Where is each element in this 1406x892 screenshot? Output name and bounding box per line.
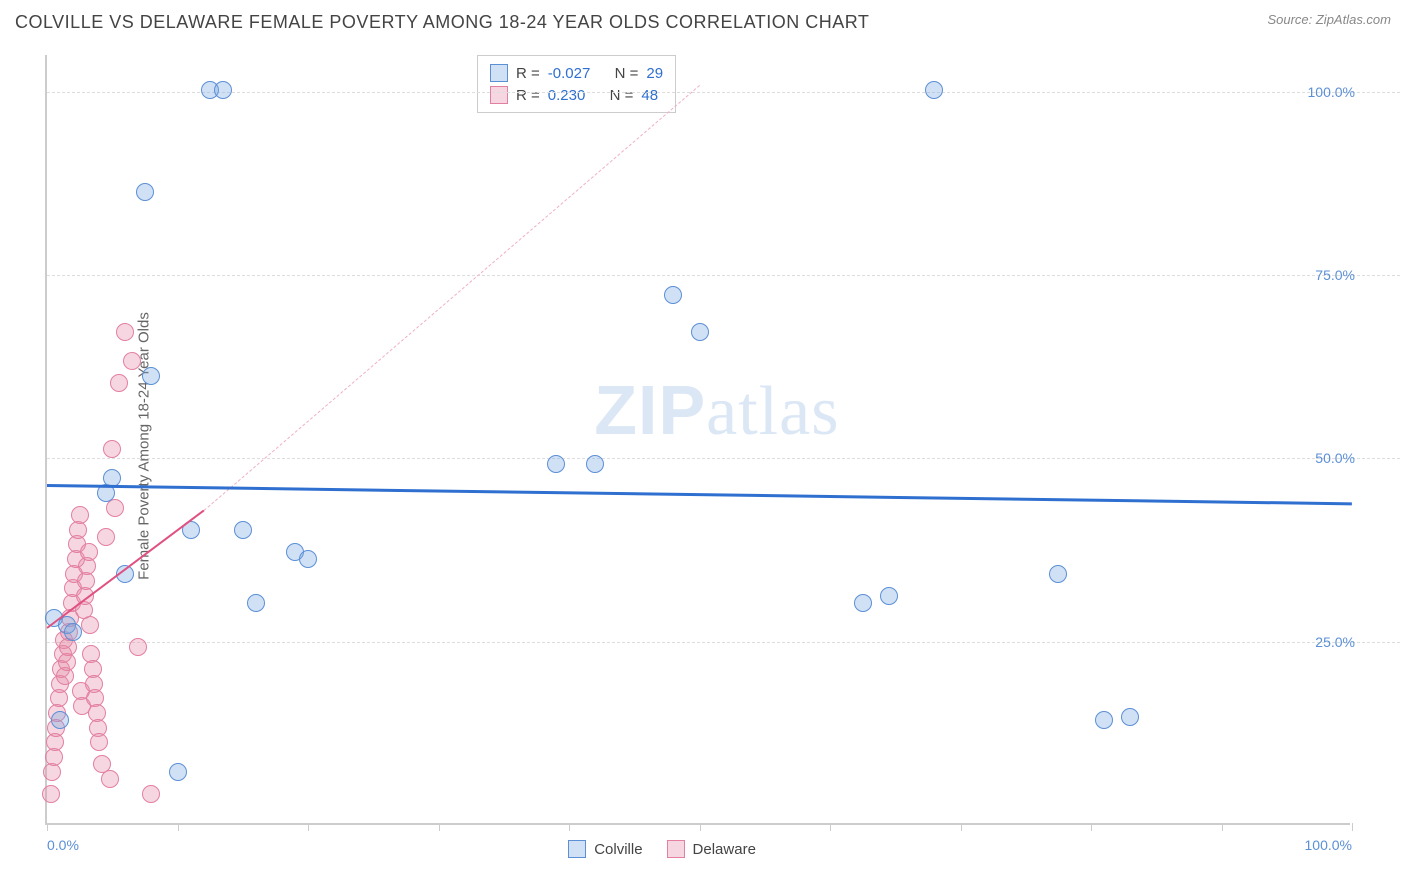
colville-n-value: 29 (646, 65, 663, 82)
delaware-point (101, 770, 119, 788)
x-tick-label: 0.0% (47, 837, 79, 853)
delaware-point (80, 543, 98, 561)
colville-point (547, 455, 565, 473)
gridline (47, 642, 1400, 643)
legend-row-colville: R = -0.027 N = 29 (490, 62, 663, 84)
colville-point (214, 81, 232, 99)
delaware-point (81, 616, 99, 634)
r-prefix-2: R = (516, 87, 540, 104)
delaware-point (116, 323, 134, 341)
colville-r-value: -0.027 (548, 65, 591, 82)
legend-row-delaware: R = 0.230 N = 48 (490, 84, 663, 106)
colville-point (234, 521, 252, 539)
colville-point (169, 763, 187, 781)
correlation-legend: R = -0.027 N = 29 R = 0.230 N = 48 (477, 55, 676, 113)
y-tick-label: 100.0% (1308, 84, 1355, 100)
colville-point (64, 623, 82, 641)
x-tick (961, 823, 962, 831)
delaware-point (110, 374, 128, 392)
colville-point (299, 550, 317, 568)
x-tick-label: 100.0% (1305, 837, 1352, 853)
colville-point (51, 711, 69, 729)
colville-swatch (490, 64, 508, 82)
legend-item-colville: Colville (568, 840, 642, 858)
colville-point (925, 81, 943, 99)
delaware-point (42, 785, 60, 803)
delaware-n-value: 48 (641, 87, 658, 104)
gridline (47, 92, 1400, 93)
delaware-swatch (490, 86, 508, 104)
n-prefix: N = (615, 65, 639, 82)
delaware-point (90, 733, 108, 751)
x-tick (47, 823, 48, 831)
gridline (47, 275, 1400, 276)
source-name: ZipAtlas.com (1316, 12, 1391, 27)
r-prefix: R = (516, 65, 540, 82)
delaware-label: Delaware (693, 841, 756, 858)
colville-point (664, 286, 682, 304)
watermark-light: atlas (706, 373, 839, 450)
n-prefix-2: N = (610, 87, 634, 104)
plot-area: ZIPatlas R = -0.027 N = 29 R = 0.230 N =… (45, 55, 1350, 825)
trend-line (47, 484, 1352, 505)
series-legend: Colville Delaware (568, 840, 756, 858)
delaware-point (97, 528, 115, 546)
colville-label: Colville (594, 841, 642, 858)
colville-point (1121, 708, 1139, 726)
y-tick-label: 75.0% (1315, 267, 1355, 283)
y-tick-label: 50.0% (1315, 450, 1355, 466)
x-tick (308, 823, 309, 831)
watermark-bold: ZIP (594, 371, 706, 449)
delaware-point (103, 440, 121, 458)
delaware-point (123, 352, 141, 370)
legend-item-delaware: Delaware (667, 840, 756, 858)
delaware-point (71, 506, 89, 524)
colville-point (880, 587, 898, 605)
source-prefix: Source: (1267, 12, 1315, 27)
colville-point (691, 323, 709, 341)
x-tick (178, 823, 179, 831)
chart-title: COLVILLE VS DELAWARE FEMALE POVERTY AMON… (15, 12, 869, 33)
delaware-point (142, 785, 160, 803)
colville-point (136, 183, 154, 201)
gridline (47, 458, 1400, 459)
x-tick (830, 823, 831, 831)
trend-line (203, 84, 700, 510)
colville-swatch-icon (568, 840, 586, 858)
colville-point (586, 455, 604, 473)
x-tick (1222, 823, 1223, 831)
x-tick (569, 823, 570, 831)
colville-point (142, 367, 160, 385)
colville-point (1095, 711, 1113, 729)
x-tick (439, 823, 440, 831)
delaware-swatch-icon (667, 840, 685, 858)
watermark: ZIPatlas (594, 370, 839, 452)
y-tick-label: 25.0% (1315, 634, 1355, 650)
chart-source: Source: ZipAtlas.com (1267, 12, 1391, 27)
colville-point (247, 594, 265, 612)
x-tick (1091, 823, 1092, 831)
x-tick (700, 823, 701, 831)
colville-point (1049, 565, 1067, 583)
colville-point (854, 594, 872, 612)
delaware-r-value: 0.230 (548, 87, 586, 104)
x-tick (1352, 823, 1353, 831)
delaware-point (129, 638, 147, 656)
